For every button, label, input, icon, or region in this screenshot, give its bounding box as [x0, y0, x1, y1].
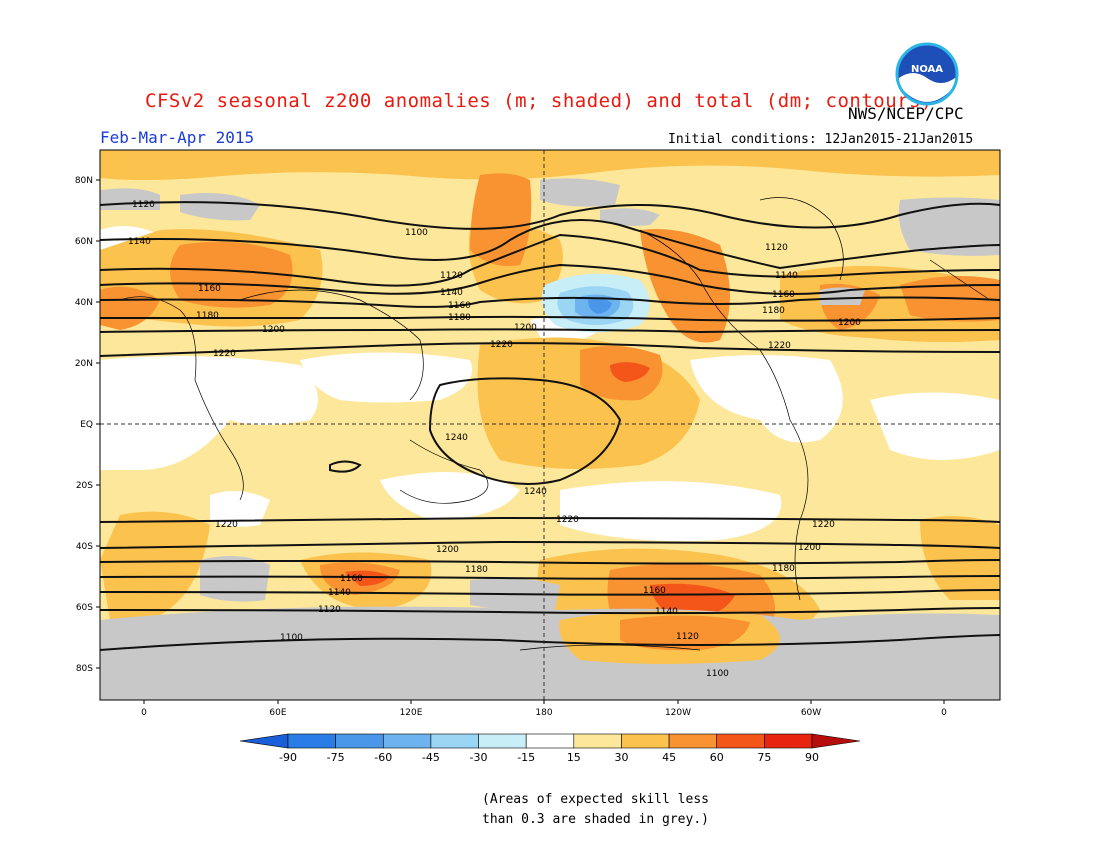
colorbar-label: 60 — [710, 751, 724, 764]
lat-tick: 60N — [75, 237, 93, 247]
contour-label: 1100 — [280, 633, 303, 643]
colorbar-label: 15 — [567, 751, 581, 764]
contour-label: 1240 — [524, 487, 547, 497]
contour-label: 1180 — [465, 565, 488, 575]
lat-tick: 60S — [76, 603, 93, 613]
contour-label: 1220 — [213, 349, 236, 359]
contour-label: 1200 — [262, 325, 285, 335]
contour-label: 1220 — [215, 520, 238, 530]
initial-conditions-label: Initial conditions: 12Jan2015-21Jan2015 — [668, 132, 974, 147]
colorbar-box — [573, 733, 622, 749]
contour-label: 1200 — [514, 323, 537, 333]
contour-label: 1220 — [490, 340, 513, 350]
colorbar-label: -90 — [279, 751, 297, 764]
lon-tick: 60W — [801, 708, 821, 718]
noaa-logo: NOAA — [895, 42, 959, 106]
contour-label: 1160 — [643, 586, 666, 596]
colorbar-label: 45 — [662, 751, 676, 764]
contour-label: 1240 — [445, 433, 468, 443]
height-contours — [100, 201, 1000, 651]
contour-label: 1140 — [440, 288, 463, 298]
contour-label: 1140 — [655, 607, 678, 617]
agency-label: NWS/NCEP/CPC — [848, 104, 964, 123]
lat-tick: 20N — [75, 359, 93, 369]
lat-axis: 80N 60N 40N 20N EQ 20S 40S 60S 80S — [75, 176, 100, 674]
colorbar-box — [478, 733, 527, 749]
lat-tick: 80N — [75, 176, 93, 186]
colorbar-box — [621, 733, 670, 749]
lat-tick: 80S — [76, 664, 93, 674]
contour-label: 1140 — [128, 237, 151, 247]
contour-label: 1200 — [798, 543, 821, 553]
contour-label: 1180 — [772, 564, 795, 574]
contour-label: 1100 — [706, 669, 729, 679]
lon-tick: 180 — [535, 708, 552, 718]
lon-tick: 0 — [941, 708, 947, 718]
noaa-logo-text: NOAA — [911, 64, 943, 75]
colorbar-box — [668, 733, 718, 749]
colorbar-box — [764, 733, 813, 749]
colorbar-box — [525, 733, 575, 749]
lon-tick: 60E — [269, 708, 286, 718]
colorbar-label: -45 — [422, 751, 440, 764]
contour-label: 1120 — [765, 243, 788, 253]
colorbar-label: -60 — [374, 751, 392, 764]
colorbar-box — [287, 733, 336, 749]
colorbar-box — [335, 733, 384, 749]
contour-labels: 1120 1100 1140 1120 1160 1140 1160 1180 … — [128, 200, 861, 679]
contour-label: 1120 — [132, 200, 155, 210]
lat-tick: 40S — [76, 542, 93, 552]
contour-label: 1120 — [440, 271, 463, 281]
contour-label: 1180 — [762, 306, 785, 316]
contour-label: 1160 — [198, 284, 221, 294]
lon-tick: 120W — [665, 708, 691, 718]
colorbar-box — [430, 733, 479, 749]
colorbar-label: -15 — [517, 751, 535, 764]
map-frame — [99, 149, 1001, 701]
colorbar-label: 30 — [614, 751, 628, 764]
colorbar-label: -30 — [470, 751, 488, 764]
footnote-line-2: than 0.3 are shaded in grey.) — [482, 812, 709, 827]
map-shading — [100, 150, 1000, 700]
lat-tick: 40N — [75, 298, 93, 308]
contour-label: 1140 — [328, 588, 351, 598]
lon-tick: 0 — [141, 708, 147, 718]
contour-label: 1200 — [838, 318, 861, 328]
contour-label: 1160 — [772, 290, 795, 300]
colorbar: -90 -75 -60 -45 -30 -15 15 30 45 60 75 90 — [239, 733, 861, 764]
colorbar-label: 75 — [757, 751, 771, 764]
colorbar-max-arrow — [811, 733, 861, 749]
contour-label: 1220 — [812, 520, 835, 530]
contour-label: 1200 — [436, 545, 459, 555]
colorbar-box — [716, 733, 765, 749]
contour-label: 1180 — [448, 313, 471, 323]
footnote-line-1: (Areas of expected skill less — [482, 792, 709, 807]
lon-axis: 0 60E 120E 180 120W 60W 0 — [141, 700, 947, 718]
season-label: Feb-Mar-Apr 2015 — [100, 128, 255, 147]
colorbar-label: 90 — [805, 751, 819, 764]
contour-label: 1120 — [676, 632, 699, 642]
contour-label: 1180 — [196, 311, 219, 321]
contour-label: 1100 — [405, 228, 428, 238]
contour-label: 1140 — [775, 271, 798, 281]
lat-tick: 20S — [76, 481, 93, 491]
coastlines — [119, 197, 991, 651]
lon-tick: 120E — [400, 708, 423, 718]
colorbar-min-arrow — [239, 733, 289, 749]
contour-label: 1120 — [318, 605, 341, 615]
colorbar-label: -75 — [327, 751, 345, 764]
contour-label: 1220 — [768, 341, 791, 351]
contour-label: 1160 — [448, 301, 471, 311]
lat-tick: EQ — [80, 420, 93, 430]
chart-title: CFSv2 seasonal z200 anomalies (m; shaded… — [145, 90, 933, 112]
contour-label: 1160 — [340, 574, 363, 584]
colorbar-box — [382, 733, 432, 749]
contour-label: 1220 — [556, 515, 579, 525]
